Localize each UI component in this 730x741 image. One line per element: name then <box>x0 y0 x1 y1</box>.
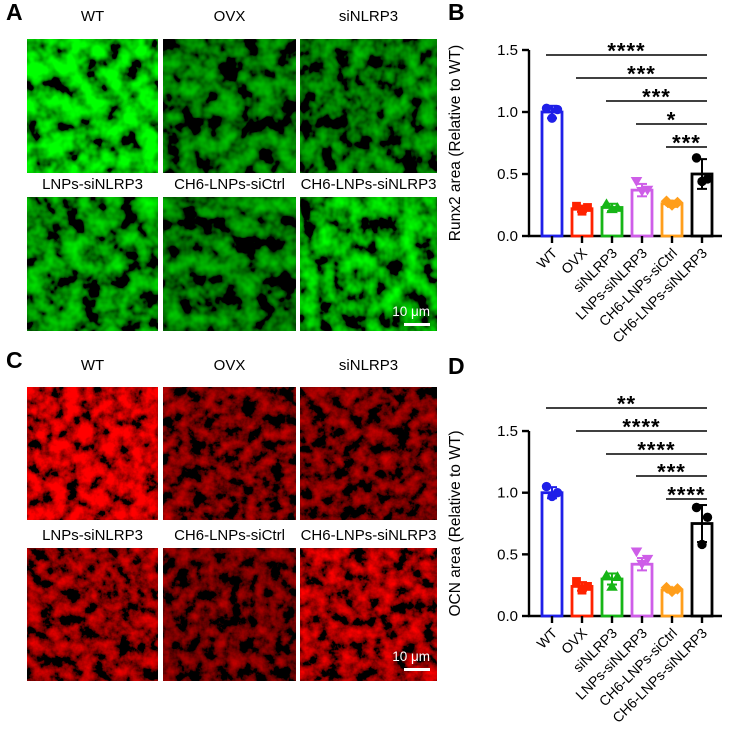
svg-text:**: ** <box>617 392 636 417</box>
label-c-wt: WT <box>80 357 105 374</box>
svg-text:****: **** <box>607 39 645 64</box>
label-c-sinlrp3: siNLRP3 <box>338 357 399 374</box>
label-a-ch6-lnps-sinlrp3: CH6-LNPs-siNLRP3 <box>300 176 437 193</box>
scale-bar-a-line <box>404 323 430 326</box>
micrograph-a-wt <box>27 39 158 173</box>
label-a-wt: WT <box>80 8 105 25</box>
micrograph-c-ch6-lnps-sictrl <box>163 548 296 681</box>
chart-runx2: 0.0 0.5 1.0 1.5 Runx2 area (Relative to WT) W… <box>447 39 722 346</box>
micrograph-c-ch6-lnps-sinlrp3 <box>300 548 437 681</box>
micrograph-c-ovx <box>163 387 296 520</box>
svg-text:0.5: 0.5 <box>497 166 518 183</box>
svg-text:Runx2 area (Relative to WT): Runx2 area (Relative to WT) <box>447 45 464 241</box>
micrograph-c-sinlrp3 <box>300 387 437 520</box>
svg-text:****: **** <box>667 483 705 508</box>
svg-text:1.5: 1.5 <box>497 423 518 440</box>
svg-text:****: **** <box>637 438 675 463</box>
panel-c-letter: C <box>6 347 23 373</box>
svg-text:***: *** <box>672 131 701 156</box>
svg-text:0.0: 0.0 <box>497 608 518 625</box>
scale-bar-c: 10 μm <box>384 649 430 671</box>
scale-bar-c-line <box>404 668 430 671</box>
label-c-lnps-sinlrp3: LNPs-siNLRP3 <box>42 527 143 544</box>
micrograph-c-wt <box>27 387 158 520</box>
scale-bar-c-label: 10 μm <box>392 649 430 664</box>
svg-text:OCN area (Relative to WT): OCN area (Relative to WT) <box>447 431 464 617</box>
micrograph-a-ovx <box>163 39 296 173</box>
label-a-lnps-sinlrp3: LNPs-siNLRP3 <box>42 176 143 193</box>
label-c-ch6-lnps-sinlrp3: CH6-LNPs-siNLRP3 <box>300 527 437 544</box>
micrograph-a-sinlrp3 <box>300 39 437 173</box>
svg-text:*: * <box>667 108 677 133</box>
label-a-ch6-lnps-sictrl: CH6-LNPs-siCtrl <box>174 176 285 193</box>
svg-text:WT: WT <box>533 244 560 271</box>
micrograph-c-lnps-sinlrp3 <box>27 548 158 681</box>
svg-text:1.0: 1.0 <box>497 485 518 502</box>
svg-text:1.5: 1.5 <box>497 42 518 59</box>
micrograph-a-lnps-sinlrp3 <box>27 197 158 331</box>
svg-text:****: **** <box>622 415 660 440</box>
micrograph-a-ch6-lnps-sictrl <box>163 197 296 331</box>
scale-bar-a: 10 μm <box>384 304 430 326</box>
svg-text:0.5: 0.5 <box>497 546 518 563</box>
panel-d-letter: D <box>448 353 465 379</box>
label-c-ch6-lnps-sictrl: CH6-LNPs-siCtrl <box>174 527 285 544</box>
scale-bar-a-label: 10 μm <box>392 304 430 319</box>
svg-text:***: *** <box>627 62 656 87</box>
svg-text:1.0: 1.0 <box>497 104 518 121</box>
panel-b-letter: B <box>448 0 465 25</box>
svg-text:0.0: 0.0 <box>497 228 518 245</box>
micrograph-a-ch6-lnps-sinlrp3 <box>300 197 437 331</box>
label-c-ovx: OVX <box>213 357 246 374</box>
svg-text:***: *** <box>642 85 671 110</box>
panel-a-letter: A <box>6 0 23 25</box>
label-a-ovx: OVX <box>213 8 246 25</box>
label-a-sinlrp3: siNLRP3 <box>338 8 399 25</box>
svg-text:WT: WT <box>533 624 560 651</box>
svg-text:***: *** <box>657 460 686 485</box>
